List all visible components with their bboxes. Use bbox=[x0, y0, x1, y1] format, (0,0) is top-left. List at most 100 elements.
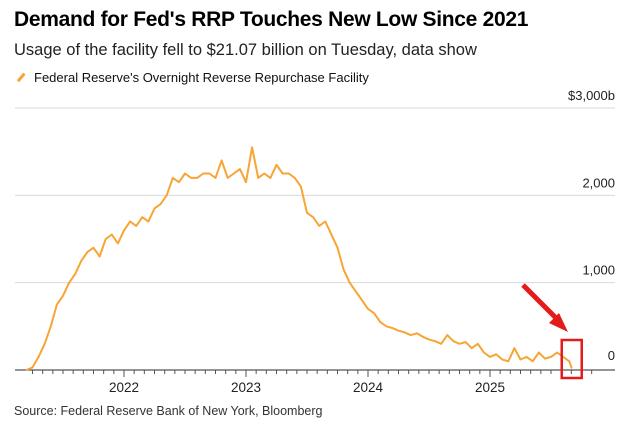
data-point bbox=[428, 338, 430, 341]
data-point bbox=[129, 220, 131, 223]
x-tick-label: 2025 bbox=[475, 380, 505, 395]
data-point bbox=[135, 225, 137, 227]
x-tick-label: 2022 bbox=[109, 380, 139, 395]
chart-title: Demand for Fed's RRP Touches New Low Sin… bbox=[14, 8, 529, 31]
data-point bbox=[495, 353, 497, 355]
data-point bbox=[483, 351, 485, 354]
data-point bbox=[343, 268, 345, 271]
data-point bbox=[31, 366, 34, 368]
data-point bbox=[501, 358, 503, 361]
data-point bbox=[263, 172, 265, 175]
data-point bbox=[245, 181, 247, 183]
data-point bbox=[269, 177, 271, 179]
data-point bbox=[38, 356, 40, 358]
data-point bbox=[50, 325, 52, 327]
data-point bbox=[44, 343, 46, 345]
data-point bbox=[68, 282, 70, 284]
data-point bbox=[526, 356, 528, 358]
data-point bbox=[446, 334, 448, 336]
data-point bbox=[391, 327, 393, 329]
data-point bbox=[416, 332, 418, 334]
y-tick-label: $3,000b bbox=[568, 88, 615, 103]
data-point bbox=[190, 177, 192, 179]
data-point bbox=[56, 303, 58, 306]
data-point bbox=[367, 308, 369, 310]
data-point bbox=[196, 177, 198, 179]
data-point bbox=[111, 234, 113, 236]
data-point bbox=[312, 216, 314, 218]
source-note: Source: Federal Reserve Bank of New York… bbox=[14, 404, 323, 418]
data-point bbox=[538, 351, 540, 354]
x-tick-label: 2024 bbox=[353, 380, 384, 395]
data-point bbox=[202, 172, 204, 175]
data-point bbox=[294, 177, 296, 179]
data-point bbox=[355, 290, 357, 292]
data-point bbox=[227, 177, 229, 179]
data-point bbox=[251, 146, 253, 148]
data-point bbox=[257, 177, 259, 179]
data-point bbox=[62, 295, 64, 297]
data-point bbox=[288, 172, 290, 175]
data-point bbox=[117, 242, 119, 244]
data-point bbox=[160, 203, 162, 205]
data-point bbox=[282, 172, 284, 175]
data-point bbox=[532, 360, 534, 362]
data-point bbox=[92, 247, 95, 249]
data-point bbox=[324, 220, 326, 223]
data-point bbox=[507, 360, 509, 362]
data-point bbox=[153, 207, 156, 210]
data-point bbox=[141, 216, 143, 218]
data-point bbox=[513, 347, 516, 349]
data-point bbox=[233, 172, 235, 175]
data-point bbox=[361, 299, 363, 301]
data-point bbox=[86, 251, 88, 253]
x-tick-label: 2023 bbox=[231, 380, 261, 395]
data-point bbox=[397, 330, 400, 332]
data-point bbox=[550, 356, 552, 358]
data-point bbox=[166, 194, 168, 196]
data-point bbox=[519, 358, 522, 361]
data-point bbox=[373, 312, 375, 314]
data-point bbox=[452, 340, 454, 342]
data-point bbox=[544, 358, 546, 360]
series-line-rrp bbox=[26, 146, 573, 371]
data-point bbox=[465, 341, 467, 343]
data-point bbox=[99, 255, 101, 258]
data-point bbox=[410, 334, 412, 336]
data-point bbox=[568, 360, 570, 362]
y-tick-label: 0 bbox=[608, 348, 615, 363]
data-point bbox=[571, 367, 573, 369]
data-point bbox=[178, 181, 180, 183]
data-point bbox=[275, 164, 278, 166]
data-point bbox=[172, 177, 174, 179]
highlight-box bbox=[560, 338, 583, 380]
data-point bbox=[471, 347, 473, 349]
data-point bbox=[123, 229, 125, 231]
data-point bbox=[184, 172, 186, 175]
data-point bbox=[306, 212, 308, 214]
data-point bbox=[477, 343, 479, 345]
data-point bbox=[80, 260, 82, 262]
annotation-arrow-head bbox=[549, 313, 568, 332]
data-point bbox=[318, 225, 320, 227]
data-point bbox=[434, 340, 436, 342]
data-point bbox=[385, 325, 387, 327]
legend-label: Federal Reserve's Overnight Reverse Repu… bbox=[34, 70, 369, 85]
data-point bbox=[379, 321, 381, 323]
y-tick-label: 2,000 bbox=[582, 175, 615, 190]
data-point bbox=[105, 238, 107, 240]
data-point bbox=[330, 234, 332, 236]
data-point bbox=[404, 331, 406, 334]
data-point bbox=[458, 343, 461, 345]
y-tick-label: 1,000 bbox=[582, 263, 615, 278]
data-point bbox=[74, 273, 76, 275]
legend: Federal Reserve's Overnight Reverse Repu… bbox=[16, 70, 369, 85]
data-point bbox=[300, 186, 302, 188]
data-point bbox=[336, 247, 339, 249]
data-point bbox=[214, 177, 217, 179]
data-point bbox=[221, 159, 223, 161]
data-point bbox=[556, 351, 558, 354]
data-point bbox=[440, 343, 442, 345]
